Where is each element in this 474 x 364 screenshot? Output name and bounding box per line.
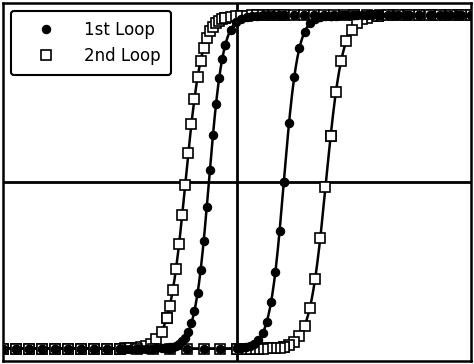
2nd Loop: [468, 13, 474, 17]
2nd Loop: [159, 329, 164, 334]
1st Loop: [468, 13, 474, 17]
1st Loop: [219, 57, 225, 61]
1st Loop: [148, 347, 154, 351]
2nd Loop: [148, 341, 154, 346]
1st Loop: [341, 13, 347, 17]
2nd Loop: [167, 304, 173, 308]
1st Loop: [159, 346, 164, 351]
Legend: 1st Loop, 2nd Loop: 1st Loop, 2nd Loop: [11, 11, 171, 75]
2nd Loop: [0, 347, 6, 351]
2nd Loop: [351, 13, 357, 17]
Line: 2nd Loop: 2nd Loop: [0, 11, 474, 353]
2nd Loop: [341, 13, 347, 17]
Line: 1st Loop: 1st Loop: [0, 11, 474, 353]
2nd Loop: [219, 17, 225, 21]
1st Loop: [351, 13, 357, 17]
1st Loop: [0, 347, 6, 351]
1st Loop: [167, 345, 173, 349]
